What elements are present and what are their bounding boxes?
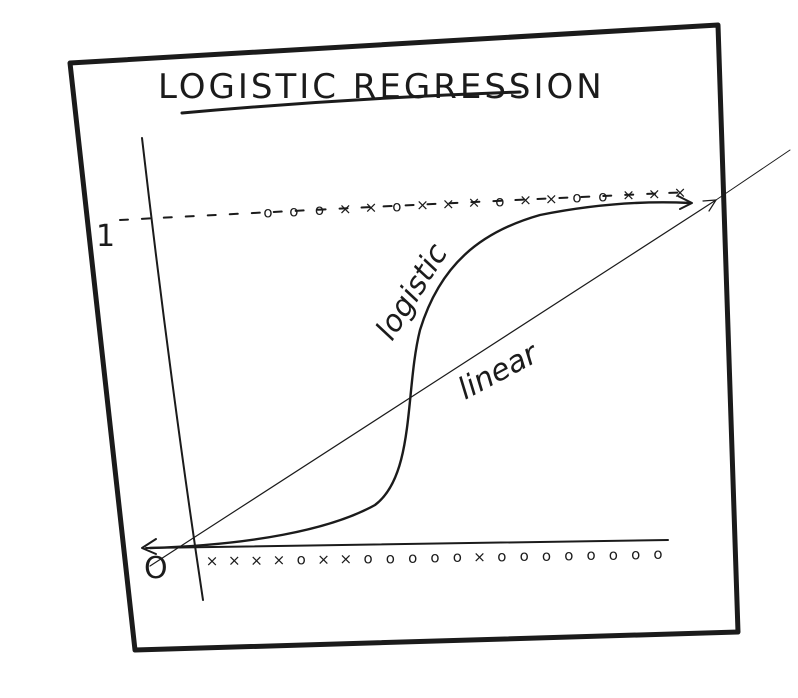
circle-marker: o <box>453 548 462 566</box>
x-axis <box>145 539 669 549</box>
frame-border <box>67 22 741 653</box>
logistic-curve <box>148 201 692 550</box>
circle-marker: o <box>587 546 596 564</box>
circle-marker: o <box>572 189 581 207</box>
cross-marker: × <box>468 194 481 212</box>
cross-marker: × <box>416 196 429 214</box>
circle-marker: o <box>653 545 662 563</box>
cross-marker: × <box>545 190 558 208</box>
cross-marker: × <box>340 550 353 568</box>
circle-marker: o <box>289 203 298 221</box>
circle-marker: o <box>564 547 573 565</box>
linear-line-tail <box>715 149 791 201</box>
cross-marker: × <box>622 186 635 204</box>
chart-title: LOGISTIC REGRESSION <box>158 67 605 107</box>
cross-marker: × <box>473 548 486 566</box>
y-tick-one: 1 <box>96 219 115 254</box>
circle-marker: o <box>542 547 551 565</box>
circle-marker: o <box>520 547 529 565</box>
cross-marker: × <box>365 199 378 217</box>
cross-marker: × <box>442 195 455 213</box>
cross-marker: × <box>674 184 687 202</box>
x-axis-arrowhead <box>141 538 157 555</box>
cross-marker: × <box>519 191 532 209</box>
circle-marker: o <box>364 550 373 568</box>
cross-marker: × <box>339 200 352 218</box>
cross-marker: × <box>206 552 219 570</box>
circle-marker: o <box>495 192 504 210</box>
cross-marker: × <box>648 185 661 203</box>
circle-marker: o <box>598 187 607 205</box>
circle-marker: o <box>408 549 417 567</box>
cross-marker: × <box>228 552 241 570</box>
top-row-markers: o o o × × o × × × o × × o o × × × <box>263 184 686 222</box>
circle-marker: o <box>430 549 439 567</box>
circle-marker: o <box>315 201 324 219</box>
circle-marker: o <box>609 546 618 564</box>
logistic-label: logistic <box>369 237 455 346</box>
cross-marker: × <box>250 551 263 569</box>
title-underline <box>180 90 522 115</box>
linear-label: linear <box>452 336 545 408</box>
logistic-curve-arrowhead <box>677 195 693 210</box>
circle-marker: o <box>297 551 306 569</box>
circle-marker: o <box>386 549 395 567</box>
cross-marker: × <box>273 551 286 569</box>
circle-marker: o <box>392 197 401 215</box>
y-axis <box>141 137 204 601</box>
cross-marker: × <box>317 550 330 568</box>
circle-marker: o <box>631 546 640 564</box>
linear-fit-line <box>149 199 717 567</box>
circle-marker: o <box>263 204 272 222</box>
circle-marker: o <box>497 548 506 566</box>
y-tick-zero: O <box>144 551 168 586</box>
one-reference-line <box>119 191 691 221</box>
bottom-row-markers: × × × × o × × o o o o o × o o o o o o o o <box>206 545 663 570</box>
